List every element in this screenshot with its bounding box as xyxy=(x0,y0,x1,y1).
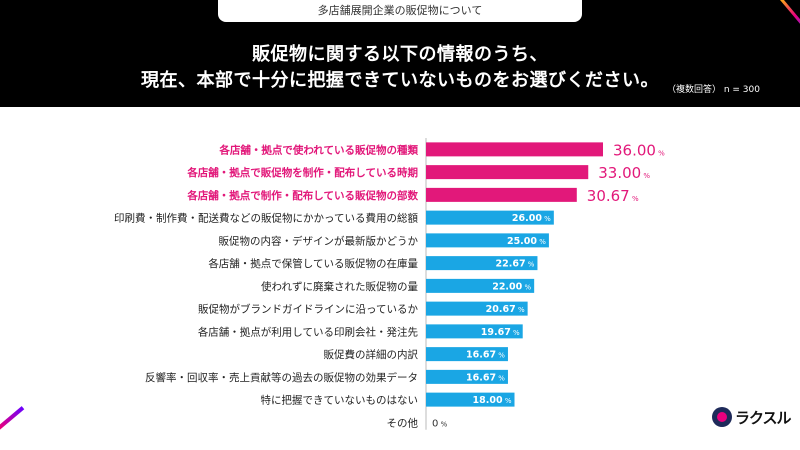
bar xyxy=(426,278,535,293)
category-label: 各店舗・拠点が利用している印刷会社・発注先 xyxy=(198,325,418,338)
brand-logo: ラクスル xyxy=(712,406,792,428)
percent-unit: % xyxy=(537,238,546,246)
bar xyxy=(426,256,538,271)
category-label: 反響率・回収率・売上貢献等の過去の販促物の効果データ xyxy=(145,371,418,384)
bar xyxy=(426,392,515,407)
value-label: 18.00 % xyxy=(473,395,512,406)
percent-unit: % xyxy=(503,397,512,405)
bar xyxy=(426,301,528,316)
logo-mark-icon xyxy=(712,407,732,427)
highlighted-bar xyxy=(426,142,603,157)
value-label: 33.00 % xyxy=(598,164,650,182)
category-label: 販促費の詳細の内訳 xyxy=(324,348,419,361)
percent-unit: % xyxy=(522,283,531,291)
question-line-2: 現在、本部で十分に把握できていないものをお選びください。 xyxy=(141,70,659,91)
category-label: 販促物がブランドガイドラインに沿っているか xyxy=(198,303,418,316)
category-label: 各店舗・拠点で保管している販促物の在庫量 xyxy=(208,257,418,270)
bar xyxy=(426,233,549,248)
percent-unit: % xyxy=(630,195,639,203)
logo-text: ラクスル xyxy=(735,408,792,427)
percent-unit: % xyxy=(516,306,525,314)
value-label: 22.67 % xyxy=(496,259,535,270)
value-label: 30.67 % xyxy=(587,187,639,205)
topic-tab: 多店舗展開企業の販促物について xyxy=(218,0,582,22)
category-label: 印刷費・制作費・配送費などの販促物にかかっている費用の総額 xyxy=(114,212,418,225)
bar xyxy=(426,210,554,225)
bar xyxy=(426,369,508,384)
category-label: 各店舗・拠点で制作・配布している販促物の部数 xyxy=(186,189,418,202)
bar xyxy=(426,347,508,362)
value-label: 16.67 % xyxy=(466,372,505,383)
value-label: 16.67 % xyxy=(466,350,505,361)
value-label: 19.67 % xyxy=(481,327,520,338)
value-label: 20.67 % xyxy=(486,304,525,315)
category-label: その他 xyxy=(387,416,419,429)
percent-unit: % xyxy=(496,352,505,360)
category-label: 各店舗・拠点で販促物を制作・配布している時期 xyxy=(186,166,418,179)
sample-note: （複数回答） n = 300 xyxy=(666,85,760,95)
bar xyxy=(426,324,523,339)
percent-unit: % xyxy=(438,420,447,428)
highlighted-bar xyxy=(426,165,589,180)
percent-unit: % xyxy=(641,172,650,180)
question-line-1: 販促物に関する以下の情報のうち、 xyxy=(252,44,548,65)
percent-unit: % xyxy=(511,329,520,337)
category-label: 販促物の内容・デザインが最新版かどうか xyxy=(219,234,419,247)
percent-unit: % xyxy=(542,215,551,223)
value-label: 22.00 % xyxy=(492,281,531,292)
value-label: 25.00 % xyxy=(507,236,546,247)
value-label: 0 % xyxy=(432,418,448,429)
value-label: 36.00 % xyxy=(613,141,665,159)
percent-unit: % xyxy=(526,261,535,269)
header-band: 多店舗展開企業の販促物について 販促物に関する以下の情報のうち、 現在、本部で十… xyxy=(0,0,800,107)
category-label: 特に把握できていないものはない xyxy=(261,394,419,407)
highlighted-bar xyxy=(426,187,577,202)
value-label: 26.00 % xyxy=(512,213,551,224)
percent-unit: % xyxy=(496,374,505,382)
category-label: 各店舗・拠点で使われている販促物の種類 xyxy=(218,143,418,156)
category-label: 使われずに廃棄された販促物の量 xyxy=(261,280,418,293)
percent-unit: % xyxy=(656,149,665,157)
